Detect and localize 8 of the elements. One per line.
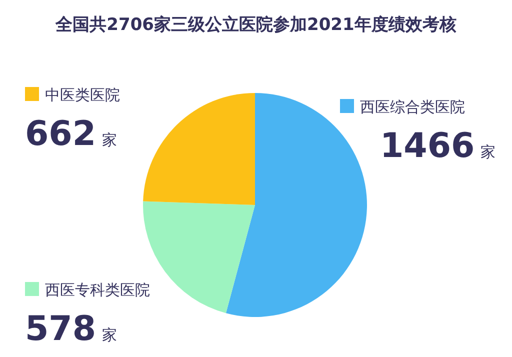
- data-label: 1466 家: [380, 126, 496, 166]
- pie-slice: [143, 93, 255, 205]
- chart-title: 全国共2706家三级公立医院参加2021年度绩效考核: [54, 15, 456, 35]
- legend-label: 西医综合类医院: [360, 98, 465, 116]
- data-label: 578 家: [25, 309, 117, 349]
- legend-label: 中医类医院: [45, 86, 120, 104]
- data-label: 662 家: [25, 114, 117, 154]
- legend-label: 西医专科类医院: [45, 281, 150, 299]
